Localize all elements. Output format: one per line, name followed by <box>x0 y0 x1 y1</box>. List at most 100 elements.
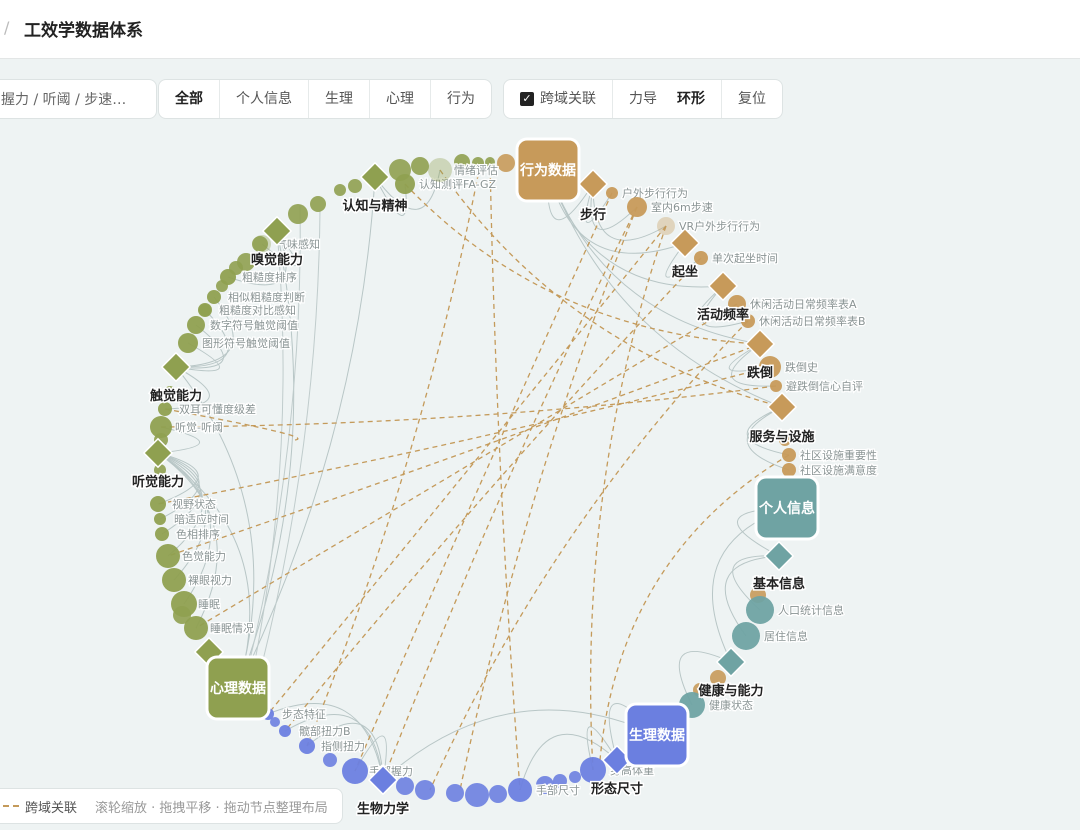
node <box>779 434 791 446</box>
edge <box>547 169 761 345</box>
leaf-label: 跌倒史 <box>785 360 818 374</box>
edge <box>157 452 218 629</box>
leaf-label: 暗适应时间 <box>174 512 229 526</box>
search-placeholder: 握力 / 听阈 / 步速… <box>1 92 127 108</box>
hub-node <box>624 702 690 768</box>
leaf-label: 视野状态 <box>172 497 216 511</box>
category-node <box>359 161 391 193</box>
category-node <box>766 391 798 423</box>
category-label: 活动频率 <box>697 307 749 323</box>
leaf-label: 双耳可懂度级差 <box>179 402 256 416</box>
leaf-node <box>253 235 271 253</box>
edge <box>237 176 376 689</box>
filter[interactable]: 全部 <box>175 91 203 107</box>
category-node <box>707 270 739 302</box>
cross-link <box>439 169 783 408</box>
node <box>334 184 346 196</box>
leaf-label: 图形符号触觉阈值 <box>202 336 290 350</box>
edge <box>665 242 702 278</box>
hub-node <box>754 475 820 541</box>
edge <box>590 183 638 230</box>
leaf-label: 社区设施满意度 <box>800 463 877 477</box>
legend-label: 跨域关联 <box>25 800 78 816</box>
category-label: 生物力学 <box>357 801 409 817</box>
edge <box>157 426 200 454</box>
edge <box>157 452 207 581</box>
node <box>348 179 362 193</box>
leaf-node <box>606 187 618 199</box>
cross-link <box>382 206 638 781</box>
node <box>270 717 280 727</box>
leaf-node <box>759 356 781 378</box>
edge <box>728 343 771 372</box>
leaf-label: 睡眠 <box>198 598 220 611</box>
category-label: 形态尺寸 <box>591 781 643 797</box>
leaf-node <box>342 758 368 784</box>
category-label: 起坐 <box>671 264 698 280</box>
edge <box>175 296 234 368</box>
leaf-label: 相似粗糙度判断 <box>228 290 305 304</box>
cross-link <box>167 343 761 557</box>
edge <box>244 204 301 681</box>
category-label: 健康与能力 <box>698 683 763 699</box>
leaf-label: 听觉-听阈 <box>175 420 223 434</box>
cross-link-toggle[interactable]: ✓ 跨域关联 <box>504 80 612 118</box>
leaf-node <box>158 402 172 416</box>
edge <box>237 230 295 689</box>
leaf-node <box>508 778 532 802</box>
label: 跨域关联 <box>540 91 596 107</box>
hint: 滚轮缩放 · 拖拽平移 · 拖动节点整理布局 <box>95 800 328 816</box>
leaf-label: 裸眼视力 <box>188 573 232 587</box>
hub-label: 个人信息 <box>758 500 815 517</box>
leaf-node <box>279 725 291 737</box>
leaf-node <box>782 463 796 477</box>
filter-group: 全部 个人信息 生理 心理 行为 <box>158 79 492 119</box>
edge <box>746 406 790 456</box>
edge <box>306 722 384 781</box>
checkbox[interactable]: ✓ <box>520 92 534 106</box>
cross-link <box>459 206 638 791</box>
edge <box>175 366 255 689</box>
edge <box>586 726 618 771</box>
leaf-label: 单次起坐时间 <box>712 251 778 265</box>
edge <box>175 342 220 372</box>
cross-link <box>599 454 790 761</box>
edge <box>157 452 199 505</box>
category-label: 触觉能力 <box>149 388 202 404</box>
hub-label: 生理数据 <box>629 727 685 744</box>
leaf-node <box>728 295 746 313</box>
leaf-node <box>746 596 774 624</box>
filter[interactable]: 个人信息 <box>219 80 308 118</box>
category-node <box>601 744 633 776</box>
leaf-node <box>694 251 708 265</box>
cross-link <box>195 303 738 629</box>
filter[interactable]: 行为 <box>430 80 491 118</box>
layout-button[interactable]: 力导 <box>612 80 673 118</box>
layout-button[interactable]: 环形 <box>677 91 705 107</box>
hub-label: 心理数据 <box>210 680 266 697</box>
reset-button[interactable]: 复位 <box>721 80 782 118</box>
leaf-label: 粗糙度排序 <box>242 270 297 284</box>
node <box>485 157 495 167</box>
node <box>415 780 435 800</box>
category-node <box>142 437 174 469</box>
leaf-node <box>154 513 166 525</box>
node <box>569 771 581 783</box>
filter[interactable]: 生理 <box>308 80 369 118</box>
edge <box>284 714 384 781</box>
edge <box>175 324 224 369</box>
hub-node <box>515 137 581 203</box>
edge <box>585 183 613 224</box>
filter[interactable]: 心理 <box>369 80 430 118</box>
cross-link <box>306 164 481 747</box>
search-box[interactable]: 握力 / 听阈 / 步速… <box>0 79 157 119</box>
edge <box>547 169 783 408</box>
edge <box>678 651 732 706</box>
category-label: 服务与设施 <box>749 429 814 445</box>
leaf-node <box>299 738 315 754</box>
edge <box>374 176 407 216</box>
legend: 跨域关联 滚轮缩放 · 拖拽平移 · 拖动节点整理布局 <box>0 788 343 824</box>
cross-link <box>429 320 749 791</box>
edge <box>724 555 780 637</box>
cross-link <box>284 257 702 732</box>
